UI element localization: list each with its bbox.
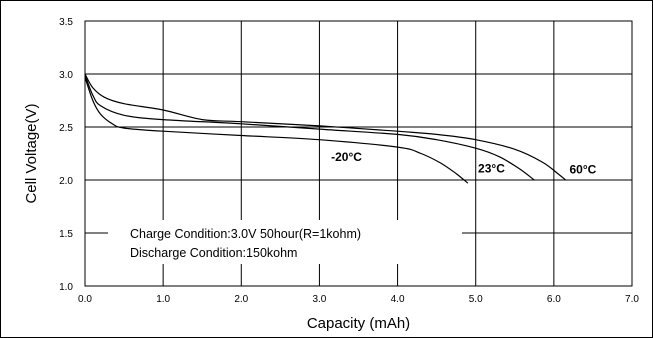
x-tick-labels: 0.0 1.0 2.0 3.0 4.0 5.0 6.0 7.0 (78, 294, 639, 305)
y-tick-labels: 1.0 1.5 2.0 2.5 3.0 3.5 (59, 17, 73, 293)
series-line-0 (84, 77, 469, 184)
series-label-60c: 60°C (569, 163, 596, 177)
annotation-box (108, 220, 462, 264)
x-tick-label: 7.0 (625, 294, 639, 305)
x-tick-label: 3.0 (312, 294, 326, 305)
x-tick-label: 1.0 (156, 294, 170, 305)
discharge-condition-text: Discharge Condition:150kohm (130, 246, 297, 260)
y-tick-label: 2.0 (59, 176, 73, 187)
charge-condition-text: Charge Condition:3.0V 50hour(R=1kohm) (130, 227, 361, 241)
series-line-2 (84, 73, 566, 181)
y-tick-label: 3.0 (59, 70, 73, 81)
series-lines (84, 73, 566, 184)
y-axis-title: Cell Voltage(V) (23, 103, 40, 203)
y-tick-label: 1.0 (59, 282, 73, 293)
y-tick-label: 1.5 (59, 229, 73, 240)
x-tick-label: 4.0 (391, 294, 405, 305)
y-tick-label: 3.5 (59, 17, 73, 28)
y-tick-label: 2.5 (59, 123, 73, 134)
x-tick-label: 6.0 (547, 294, 561, 305)
x-tick-label: 2.0 (234, 294, 248, 305)
plot-area (84, 20, 633, 287)
x-axis-title: Capacity (mAh) (307, 315, 410, 332)
x-tick-label: 5.0 (469, 294, 483, 305)
series-label-23c: 23°C (478, 162, 505, 176)
x-tick-label: 0.0 (78, 294, 92, 305)
series-line-1 (84, 74, 535, 181)
series-label-minus20c: -20°C (331, 150, 362, 164)
